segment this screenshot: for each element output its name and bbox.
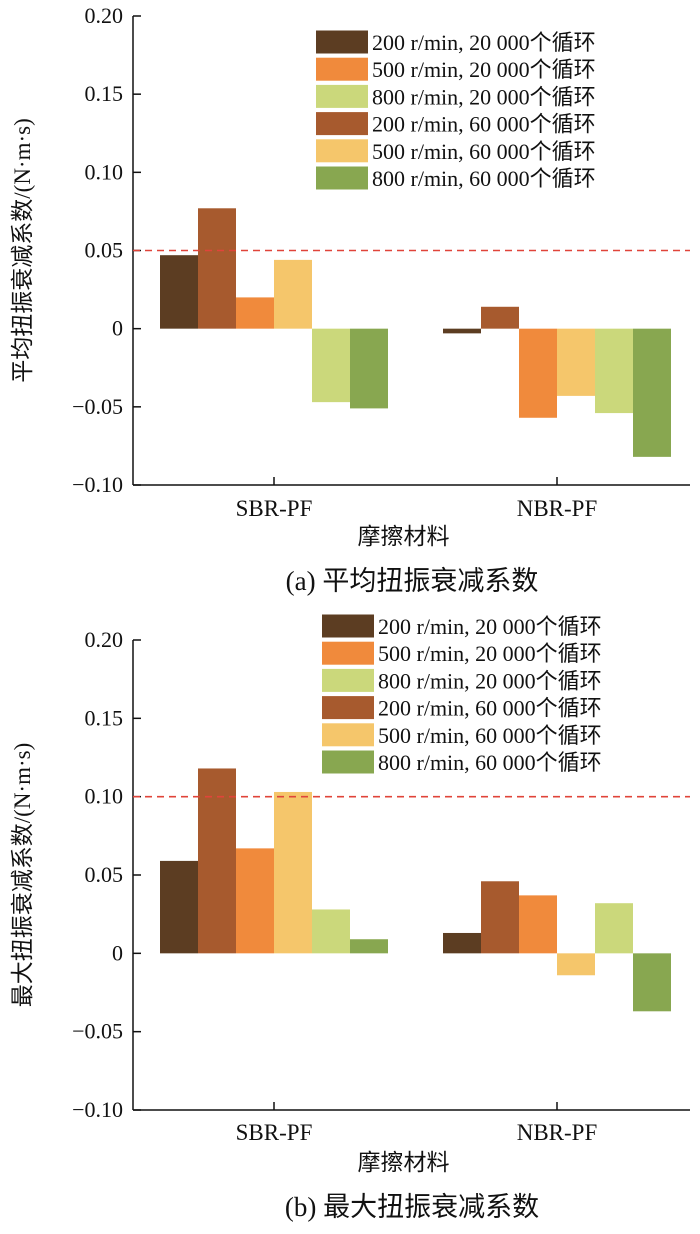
- legend-label: 500 r/min, 60 000个循环: [372, 139, 596, 164]
- y-tick-label: 0.20: [85, 3, 124, 28]
- y-tick-label: 0.15: [85, 705, 124, 730]
- panel-caption: (a) 平均扭振衰减系数: [286, 566, 539, 596]
- y-tick-label: −0.05: [72, 394, 123, 419]
- x-tick-label: SBR-PF: [236, 496, 313, 521]
- legend-swatch: [322, 696, 374, 720]
- bar: [274, 259, 312, 329]
- legend-swatch: [322, 668, 374, 692]
- bar: [198, 768, 236, 954]
- bar: [595, 903, 633, 954]
- panel-caption: (b) 最大扭振衰减系数: [285, 1192, 539, 1222]
- x-axis-label: 摩擦材料: [358, 524, 450, 549]
- y-tick-label: 0.10: [85, 159, 124, 184]
- x-tick-label: NBR-PF: [517, 496, 598, 521]
- bar: [312, 328, 350, 403]
- legend-swatch: [322, 723, 374, 747]
- bar: [481, 306, 519, 329]
- x-tick-label: SBR-PF: [236, 1120, 313, 1145]
- legend-label: 500 r/min, 60 000个循环: [378, 723, 602, 748]
- y-tick-label: 0.10: [85, 784, 124, 809]
- y-tick-label: 0.15: [85, 81, 124, 106]
- legend-swatch: [316, 84, 368, 108]
- y-tick-label: −0.05: [72, 1019, 123, 1044]
- x-tick-label: NBR-PF: [517, 1120, 598, 1145]
- legend-label: 800 r/min, 20 000个循环: [378, 668, 602, 693]
- legend-label: 200 r/min, 20 000个循环: [372, 30, 596, 55]
- legend-label: 500 r/min, 20 000个循环: [378, 641, 602, 666]
- chart-panel-a: −0.10 −0.05 0 0.05 0.10 0.15 0.20 SBR-PF NBR-PF 2…: [10, 3, 690, 596]
- bar: [633, 953, 671, 1012]
- bar: [443, 328, 481, 334]
- legend-swatch: [322, 614, 374, 638]
- legend-label: 200 r/min, 20 000个循环: [378, 614, 602, 639]
- bar: [519, 895, 557, 954]
- legend-swatch: [316, 166, 368, 190]
- y-tick-label: −0.10: [72, 472, 123, 497]
- legend-swatch: [316, 139, 368, 163]
- bar: [160, 255, 198, 329]
- y-axis-label: 平均扭振衰减系数/(N·m·s): [10, 118, 35, 382]
- bar: [557, 953, 595, 976]
- y-tick-label: 0: [112, 940, 123, 965]
- y-tick-label: 0.05: [85, 862, 124, 887]
- y-axis-label: 最大扭振衰减系数/(N·m·s): [10, 743, 35, 1007]
- bar: [481, 881, 519, 954]
- bar: [633, 328, 671, 457]
- legend-swatch: [322, 750, 374, 774]
- bar: [443, 932, 481, 954]
- legend-label: 200 r/min, 60 000个循环: [372, 112, 596, 137]
- legend-label: 500 r/min, 20 000个循环: [372, 57, 596, 82]
- legend-label: 800 r/min, 60 000个循环: [378, 750, 602, 775]
- bar: [198, 208, 236, 329]
- bar: [519, 328, 557, 418]
- y-tick-label: 0: [112, 316, 123, 341]
- bar: [350, 939, 388, 954]
- y-tick-label: 0.20: [85, 627, 124, 652]
- legend-label: 200 r/min, 60 000个循环: [378, 696, 602, 721]
- y-tick-label: −0.10: [72, 1097, 123, 1122]
- bar: [274, 791, 312, 954]
- legend-label: 800 r/min, 60 000个循环: [372, 166, 596, 191]
- bar: [160, 860, 198, 954]
- legend-swatch: [316, 57, 368, 81]
- bar: [557, 328, 595, 396]
- chart-panel-b: −0.10 −0.05 0 0.05 0.10 0.15 0.20 SBR-PF NBR-PF 2…: [10, 614, 690, 1222]
- x-axis-label: 摩擦材料: [358, 1150, 450, 1175]
- y-tick-label: 0.05: [85, 238, 124, 263]
- legend-swatch: [316, 112, 368, 136]
- bar: [595, 328, 633, 414]
- bar: [350, 328, 388, 409]
- legend-swatch: [322, 641, 374, 665]
- legend-swatch: [316, 30, 368, 54]
- legend-label: 800 r/min, 20 000个循环: [372, 84, 596, 109]
- bar: [312, 909, 350, 954]
- bar: [236, 848, 274, 954]
- bar: [236, 297, 274, 329]
